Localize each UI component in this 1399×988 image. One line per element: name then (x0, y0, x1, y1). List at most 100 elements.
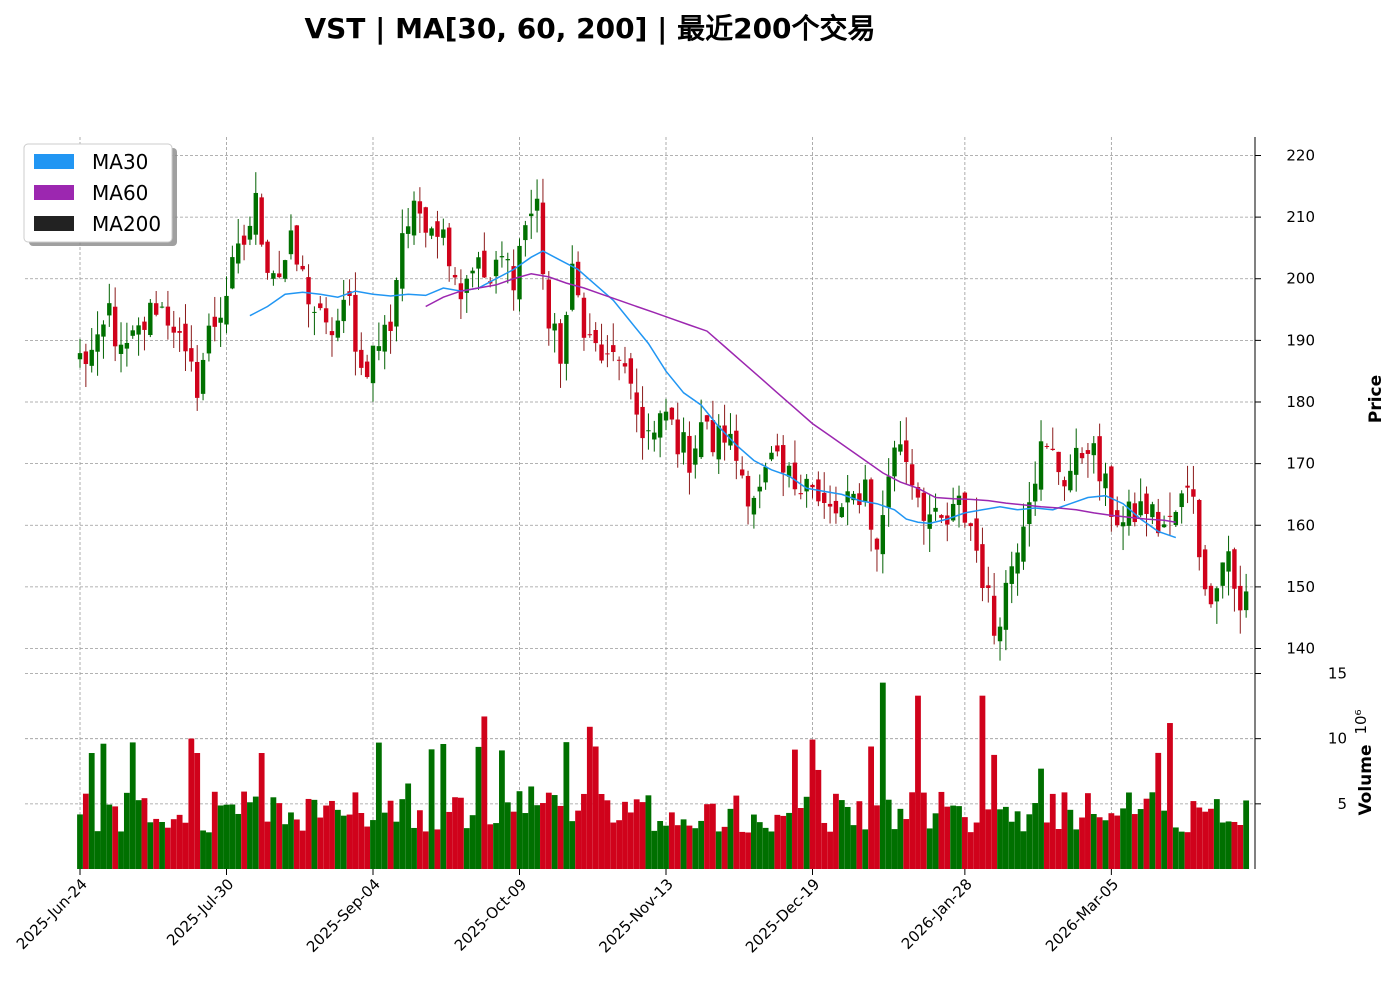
candle-body (1003, 582, 1009, 630)
candle-body (101, 324, 106, 337)
candle-body (370, 345, 376, 384)
candle-body (851, 493, 856, 501)
candle-body (868, 479, 874, 530)
volume-bar (469, 815, 476, 869)
volume-bar (229, 804, 236, 869)
volume-bar (997, 809, 1003, 869)
volume-bar (745, 832, 751, 869)
candle-body (798, 493, 803, 495)
volume-bar (627, 812, 634, 869)
volume-bar (844, 806, 851, 869)
volume-bar (645, 795, 652, 869)
volume-bar (123, 792, 130, 869)
candle-body (341, 299, 346, 322)
candle-body (1150, 504, 1155, 518)
price-tick-label: 170 (1286, 455, 1315, 473)
candle-body (183, 323, 188, 352)
time-tick-label: 2025-Nov-13 (596, 875, 677, 956)
price-tick-label: 160 (1286, 516, 1315, 534)
volume-bar (387, 800, 394, 869)
candle-body (1050, 448, 1055, 450)
volume-bar (856, 801, 863, 869)
candle-body (997, 626, 1003, 642)
candle-body (710, 420, 716, 453)
candle-body (241, 235, 247, 245)
volume-bar (751, 814, 757, 869)
volume-bar (920, 792, 927, 869)
candle-body (552, 323, 557, 331)
volume-bar (358, 813, 365, 869)
volume-bar (909, 792, 916, 869)
volume-bar (944, 806, 951, 869)
candle-body (986, 585, 991, 588)
candle-body (810, 484, 815, 488)
legend-swatch (34, 216, 74, 231)
candle-body (628, 358, 634, 384)
candle-body (980, 544, 985, 589)
volume-bar (774, 814, 781, 869)
candle-body (1032, 483, 1038, 502)
volume-bar (1155, 752, 1162, 869)
volume-bar (991, 754, 998, 869)
volume-bar (592, 746, 599, 869)
candle-body (148, 302, 153, 336)
volume-bar (475, 746, 482, 869)
candle-body (1156, 511, 1161, 534)
volume-bar (569, 821, 576, 869)
candle-body (159, 306, 165, 308)
price-tick-label: 210 (1286, 208, 1315, 226)
candle-body (206, 325, 212, 354)
time-tick-label: 2025-Sep-04 (303, 875, 384, 956)
volume-bar (176, 814, 183, 869)
volume-bar (973, 822, 980, 869)
candle-body (839, 507, 844, 518)
candle-body (77, 353, 83, 360)
candle-body (605, 353, 610, 355)
price-tick-label: 200 (1286, 270, 1315, 288)
volume-bar (393, 821, 400, 869)
volume-bar (223, 804, 230, 869)
candle-body (950, 503, 956, 521)
volume-bar (1167, 723, 1173, 869)
volume-bar (364, 826, 371, 869)
candle-body (663, 411, 669, 421)
volume-bar (340, 815, 347, 869)
volume-bar (885, 799, 892, 869)
time-tick-label: 2025-Jul-30 (163, 875, 237, 949)
volume-bar (247, 802, 253, 869)
volume-bar (727, 808, 734, 869)
candle-body (775, 445, 780, 452)
time-tick-label: 2026-Jan-28 (898, 875, 976, 953)
volume-bar (528, 786, 535, 869)
candle-body (1021, 526, 1026, 562)
candle-body (376, 346, 382, 351)
volume-bar (1178, 831, 1185, 869)
volume-bar (135, 800, 142, 869)
candle-body (523, 225, 528, 241)
candle-body (335, 320, 341, 338)
candle-body (130, 330, 135, 336)
candle-body (792, 462, 798, 490)
candle-body (171, 326, 176, 333)
volume-bar (235, 813, 242, 869)
volume-bar (311, 799, 318, 869)
volume-bar (639, 802, 646, 869)
candle-body (1214, 588, 1220, 602)
volume-bar (206, 832, 212, 869)
legend-label: MA30 (92, 150, 148, 174)
volume-bar (481, 716, 488, 869)
volume-bar (1026, 814, 1033, 869)
candle-body (288, 230, 294, 255)
candle-body (693, 448, 698, 465)
volume-bar (979, 695, 986, 869)
volume-bar (264, 821, 271, 869)
volume-bar (897, 808, 904, 869)
candle-body (945, 515, 950, 525)
candle-body (353, 294, 358, 352)
volume-bar (399, 799, 406, 869)
candle-body (1161, 524, 1167, 528)
candle-body (124, 342, 130, 349)
volume-bar (1108, 813, 1115, 869)
volume-bar (1120, 808, 1126, 869)
